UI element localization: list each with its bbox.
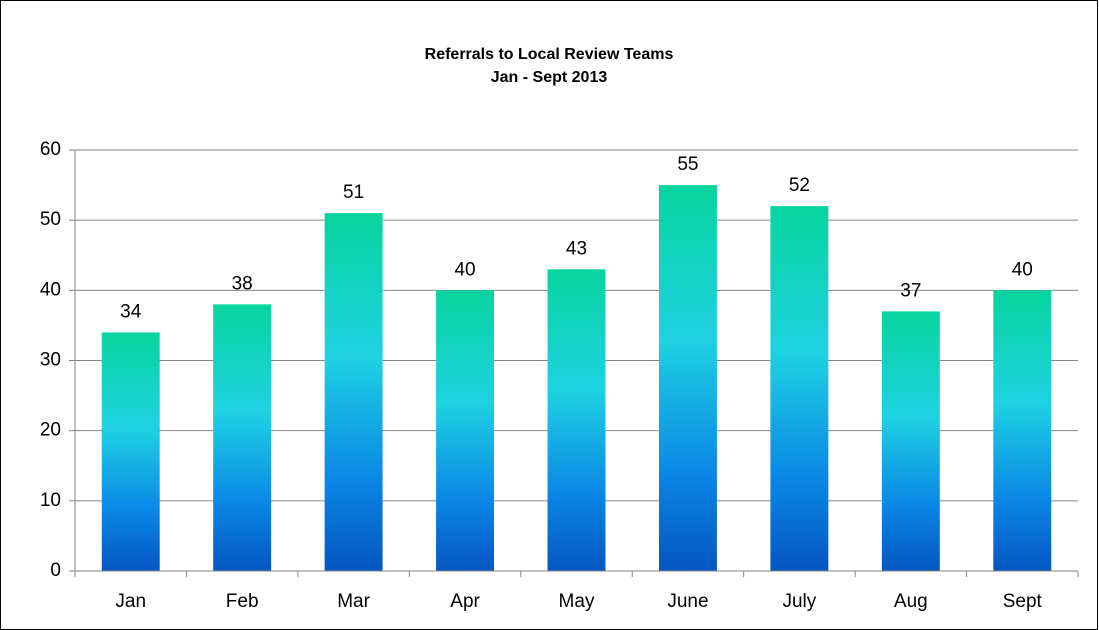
x-tick-label: Sept xyxy=(1003,591,1043,612)
x-tick-label: May xyxy=(559,591,595,612)
bar xyxy=(436,290,495,571)
bar xyxy=(213,304,272,571)
bar xyxy=(993,290,1052,571)
x-tick-label: Aug xyxy=(894,591,928,612)
bar xyxy=(658,185,717,572)
bar xyxy=(101,332,160,571)
bar xyxy=(770,206,829,571)
y-tick-label: 60 xyxy=(40,139,61,160)
chart-title: Referrals to Local Review Teams xyxy=(425,46,674,63)
x-tick-label: Feb xyxy=(226,591,259,612)
x-tick-label: Apr xyxy=(450,591,480,612)
y-tick-label: 50 xyxy=(40,209,61,230)
data-label: 55 xyxy=(677,154,698,175)
y-tick-label: 30 xyxy=(40,350,61,371)
bar xyxy=(324,213,383,571)
data-label: 34 xyxy=(120,301,142,322)
data-label: 51 xyxy=(343,182,364,203)
data-label: 38 xyxy=(232,273,253,294)
x-tick-label: June xyxy=(667,591,708,612)
data-label: 37 xyxy=(900,280,921,301)
data-label: 40 xyxy=(454,259,475,280)
chart-subtitle: Jan - Sept 2013 xyxy=(491,69,608,86)
bar xyxy=(547,269,606,571)
data-label: 43 xyxy=(566,238,587,259)
y-tick-label: 20 xyxy=(40,420,61,441)
y-tick-label: 0 xyxy=(50,560,61,581)
x-tick-label: Mar xyxy=(337,591,370,612)
bar xyxy=(881,311,940,571)
data-label: 40 xyxy=(1012,259,1033,280)
data-label: 52 xyxy=(789,175,810,196)
y-tick-label: 10 xyxy=(40,490,61,511)
x-tick-label: July xyxy=(782,591,816,612)
y-tick-label: 40 xyxy=(40,279,61,300)
x-tick-label: Jan xyxy=(115,591,146,612)
